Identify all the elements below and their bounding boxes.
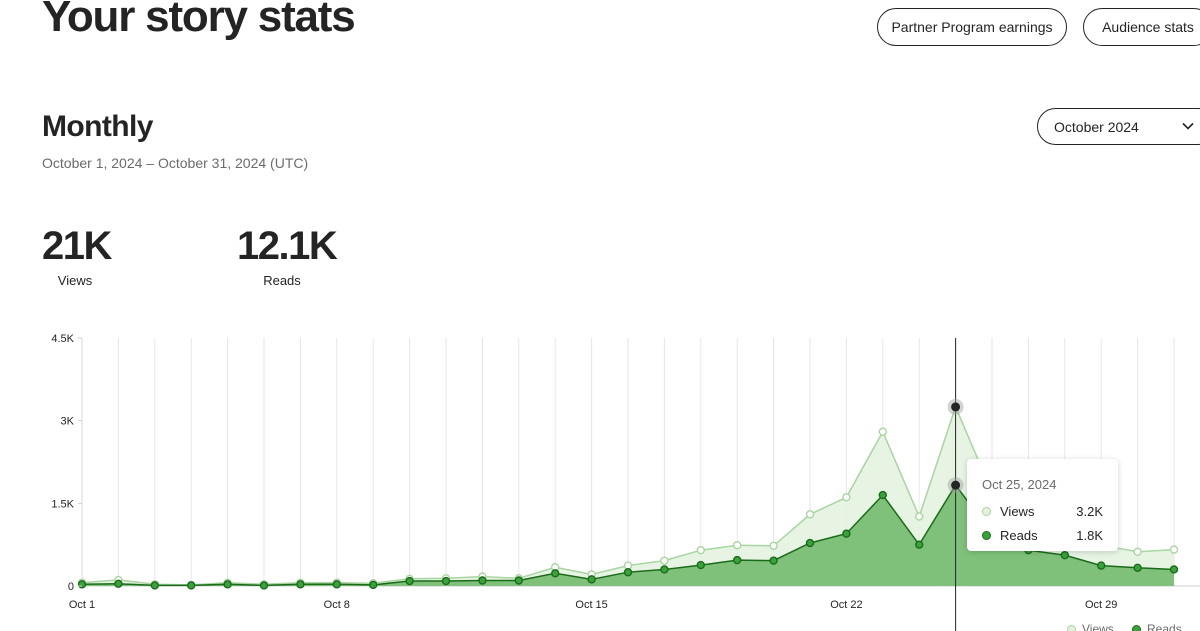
- reads-label: Reads: [263, 273, 301, 288]
- reads-point: [915, 540, 924, 549]
- y-tick-label: 1.5K: [51, 498, 74, 510]
- reads-point: [478, 576, 487, 585]
- page-title: Your story stats: [42, 0, 356, 41]
- views-point: [1133, 547, 1142, 557]
- views-point: [915, 512, 924, 521]
- reads-point: [296, 580, 305, 589]
- reads-point: [514, 576, 523, 585]
- y-tick-label: 4.5K: [51, 333, 74, 345]
- views-point: [1169, 545, 1179, 554]
- y-tick-label: 3K: [61, 416, 75, 428]
- reads-point: [878, 490, 887, 500]
- reads-point: [587, 575, 596, 584]
- date-range: October 1, 2024 – October 31, 2024 (UTC): [42, 155, 309, 171]
- reads-legend-dot: [982, 531, 991, 540]
- tooltip-views-row: Views 3.2K: [982, 504, 1103, 520]
- reads-point: [733, 555, 742, 565]
- chart-areas: [82, 406, 1174, 586]
- reads-point: [769, 556, 778, 565]
- reads-point: [77, 580, 87, 589]
- period-title: Monthly: [42, 110, 153, 143]
- reads-point: [551, 569, 560, 578]
- month-select-value: October 2024: [1054, 118, 1139, 135]
- x-tick-label: Oct 15: [575, 599, 607, 611]
- audience-stats-button[interactable]: Audience stats: [1083, 8, 1200, 46]
- reads-legend-icon: [1132, 625, 1141, 631]
- reads-point: [369, 580, 378, 590]
- reads-total: 12.1K: [237, 224, 338, 268]
- tooltip-date: Oct 25, 2024: [982, 477, 1057, 492]
- views-stat: 21K Views: [42, 224, 112, 288]
- reads-point: [1096, 561, 1106, 570]
- partner-program-earnings-button[interactable]: Partner Program earnings: [877, 8, 1067, 46]
- reads-point: [405, 576, 414, 586]
- views-point: [805, 510, 815, 519]
- reads-point: [441, 576, 451, 586]
- reads-point: [114, 579, 123, 588]
- reads-point: [805, 538, 815, 548]
- views-reads-chart[interactable]: 0 1.5K 3K 4.5K Oct 1 Oct 8 Oct 15 Oct 22 Oct 29: [0, 325, 1200, 631]
- month-select[interactable]: October 2024: [1037, 108, 1200, 145]
- legend-views-label: Views: [1082, 622, 1114, 631]
- reads-point: [660, 565, 669, 574]
- reads-point: [332, 580, 341, 589]
- hover-point: [951, 480, 961, 490]
- reads-point: [259, 581, 269, 590]
- reads-point: [842, 529, 851, 538]
- hover-point: [951, 402, 961, 412]
- tooltip-reads-label: Reads: [1000, 528, 1038, 543]
- reads-area: [82, 485, 1174, 586]
- reads-point: [186, 581, 196, 590]
- tooltip-reads-value: 1.8K: [1076, 528, 1103, 543]
- tooltip-views-label: Views: [1000, 504, 1035, 519]
- reads-point: [1133, 563, 1142, 573]
- reads-point: [150, 581, 160, 590]
- x-tick-label: Oct 22: [830, 599, 862, 611]
- chart-tooltip: Oct 25, 2024 Views 3.2K Reads 1.8K: [967, 459, 1118, 551]
- views-point: [769, 541, 778, 550]
- reads-point: [1169, 565, 1179, 574]
- views-legend-icon: [1067, 625, 1076, 631]
- chart-axes: 0 1.5K 3K 4.5K Oct 1 Oct 8 Oct 15 Oct 22 Oct 29: [51, 333, 1117, 611]
- views-point: [660, 556, 669, 565]
- x-tick-label: Oct 8: [324, 599, 350, 611]
- reads-point: [696, 560, 705, 570]
- views-point: [878, 427, 887, 436]
- x-tick-label: Oct 29: [1085, 599, 1117, 611]
- views-total: 21K: [42, 224, 112, 268]
- chevron-down-icon: [1182, 122, 1194, 130]
- reads-stat: 12.1K Reads: [237, 224, 338, 288]
- y-tick-label: 0: [68, 581, 74, 593]
- views-point: [696, 545, 705, 555]
- legend-views[interactable]: Views: [1067, 622, 1114, 631]
- reads-point: [223, 580, 232, 589]
- x-tick-label: Oct 1: [69, 599, 95, 611]
- views-legend-dot: [982, 507, 991, 516]
- tooltip-reads-row: Reads 1.8K: [982, 528, 1103, 544]
- tooltip-views-value: 3.2K: [1076, 504, 1103, 519]
- views-point: [842, 493, 851, 502]
- reads-point: [623, 568, 633, 577]
- views-label: Views: [57, 273, 93, 288]
- views-point: [733, 541, 742, 550]
- reads-point: [1060, 550, 1070, 560]
- legend-reads[interactable]: Reads: [1132, 622, 1182, 631]
- legend-reads-label: Reads: [1147, 622, 1182, 631]
